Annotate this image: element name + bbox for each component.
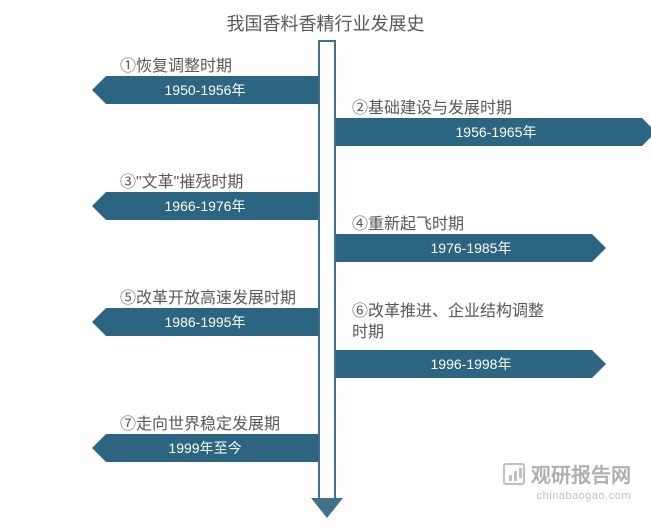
entry-period-bar: 1986-1995年 [92,308,318,336]
arrow-body [318,40,336,498]
entry-label: ③"文革"摧残时期 [100,168,243,192]
entry-period-bar: 1950-1956年 [92,76,318,104]
watermark-text: 观研报告网 [531,459,631,488]
chart-title: 我国香料香精行业发展史 [0,0,651,36]
watermark: 观研报告网 chinabaogao.com [503,459,631,502]
entry-period-bar: 1976-1985年 [336,234,606,262]
center-timeline-arrow [318,40,336,518]
entry-period-text: 1999年至今 [168,438,241,458]
entry-period-text: 1996-1998年 [431,354,512,374]
entry-label: ①恢复调整时期 [100,52,232,76]
entry-label: ⑤改革开放高速发展时期 [100,284,296,308]
entry-label: ②基础建设与发展时期 [344,94,512,118]
entry-period-text: 1956-1965年 [456,122,537,142]
watermark-main: 观研报告网 [503,459,631,488]
entry-label: ⑦走向世界稳定发展期 [100,410,280,434]
entry-label: ④重新起飞时期 [344,210,464,234]
entry-period-bar: 1966-1976年 [92,192,318,220]
watermark-logo-icon [503,463,525,485]
entry-period-bar: 1956-1965年 [336,118,651,146]
entry-period-text: 1966-1976年 [165,196,246,216]
entry-period-text: 1950-1956年 [165,80,246,100]
entry-period-bar: 1999年至今 [92,434,318,462]
entry-label: ⑥改革推进、企业结构调整时期 [344,302,544,344]
entry-period-text: 1976-1985年 [431,238,512,258]
entry-period-bar: 1996-1998年 [336,350,606,378]
entry-period-text: 1986-1995年 [165,312,246,332]
arrow-head [311,498,343,518]
watermark-url: chinabaogao.com [503,490,631,502]
